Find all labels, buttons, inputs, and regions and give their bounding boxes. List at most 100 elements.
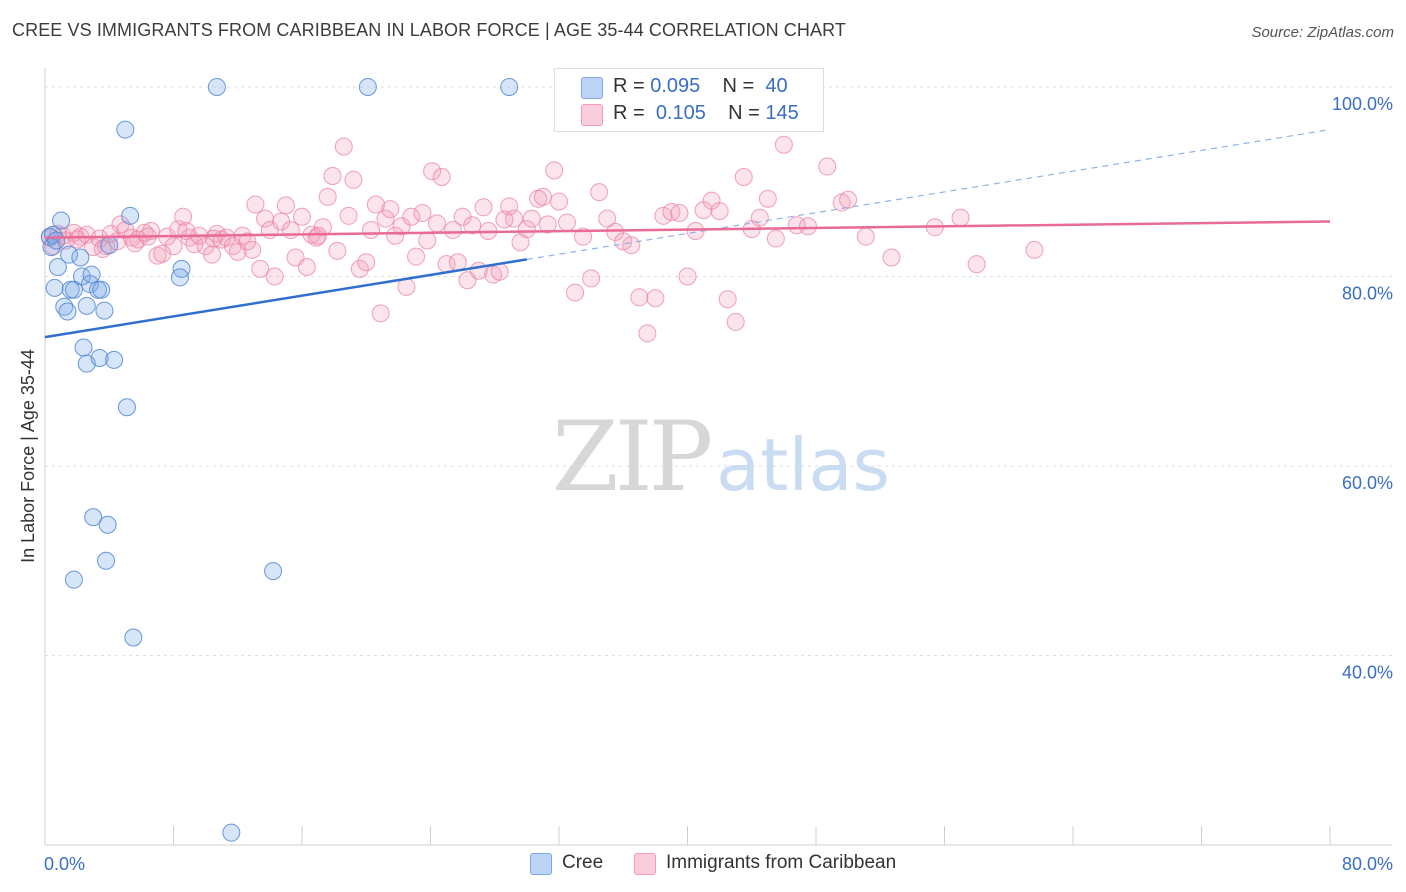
- watermark-zip: ZIP: [552, 401, 711, 513]
- chart-source: Source: ZipAtlas.com: [1251, 24, 1394, 41]
- point-caribbean: [297, 257, 316, 276]
- point-caribbean: [463, 216, 482, 235]
- x-tick-label-max: 80.0%: [1342, 854, 1393, 874]
- point-caribbean: [839, 190, 858, 209]
- point-cree: [90, 348, 109, 367]
- point-cree: [95, 301, 114, 320]
- point-cree: [105, 350, 124, 369]
- legend-swatch-cree: [581, 77, 603, 99]
- y-tick-label: 80.0%: [1342, 283, 1393, 303]
- point-caribbean: [951, 208, 970, 227]
- axis-labels: 100.0% 80.0% 60.0% 40.0% 0.0% 80.0% In Labor F…: [18, 94, 1393, 874]
- point-caribbean: [598, 209, 617, 228]
- point-caribbean: [550, 192, 568, 211]
- trendline-cree: [44, 258, 528, 339]
- legend-swatch-caribbean: [581, 104, 603, 126]
- point-caribbean: [590, 183, 609, 202]
- point-cree: [170, 268, 189, 287]
- y-tick-label: 60.0%: [1342, 473, 1393, 493]
- point-caribbean: [443, 221, 462, 240]
- point-caribbean: [174, 207, 193, 226]
- point-caribbean: [413, 203, 432, 222]
- legend-r-label: R =: [613, 75, 651, 97]
- point-caribbean: [371, 304, 390, 323]
- point-cree: [92, 280, 111, 299]
- point-caribbean: [423, 162, 442, 181]
- point-cree: [58, 302, 77, 321]
- legend-row-caribbean: R = 0.105 N = 145: [555, 102, 823, 128]
- point-caribbean: [533, 187, 552, 206]
- point-cree: [45, 278, 64, 297]
- point-caribbean: [328, 241, 347, 260]
- point-caribbean: [646, 289, 665, 308]
- point-caribbean: [678, 267, 697, 286]
- point-caribbean: [392, 217, 411, 236]
- point-caribbean: [574, 227, 593, 246]
- point-caribbean: [418, 231, 437, 250]
- legend-bottom-label-caribbean: Immigrants from Caribbean: [666, 852, 897, 873]
- point-cree: [207, 77, 226, 96]
- point-caribbean: [407, 247, 426, 266]
- point-caribbean: [448, 253, 467, 272]
- point-caribbean: [246, 195, 265, 214]
- point-caribbean: [882, 248, 901, 267]
- point-cree: [117, 398, 136, 417]
- point-caribbean: [818, 157, 837, 176]
- legend-r-label: R =: [613, 102, 651, 124]
- point-cree: [74, 338, 93, 357]
- point-caribbean: [710, 202, 729, 221]
- point-caribbean: [53, 226, 72, 245]
- point-caribbean: [366, 195, 385, 214]
- watermark: ZIP atlas: [552, 401, 890, 513]
- point-caribbean: [538, 215, 557, 234]
- point-cree: [124, 628, 143, 647]
- point-caribbean: [357, 253, 376, 272]
- point-cree: [44, 225, 63, 244]
- y-axis-title: In Labor Force | Age 35-44: [18, 349, 38, 563]
- point-caribbean: [630, 288, 649, 307]
- point-caribbean: [350, 259, 369, 278]
- point-cree: [64, 280, 83, 299]
- point-caribbean: [718, 290, 737, 309]
- point-caribbean: [251, 259, 270, 278]
- point-cree: [52, 211, 71, 230]
- legend-n-label: N =: [728, 102, 766, 124]
- point-caribbean: [265, 267, 284, 286]
- point-caribbean: [726, 312, 745, 331]
- point-caribbean: [204, 229, 223, 248]
- point-caribbean: [798, 217, 817, 236]
- legend-item-caribbean: Immigrants from Caribbean: [634, 852, 934, 876]
- point-cree: [100, 236, 119, 255]
- point-cree: [97, 551, 116, 570]
- point-cree: [500, 77, 519, 96]
- point-cree: [222, 823, 241, 842]
- legend-item-cree: Cree: [530, 852, 630, 876]
- legend-bottom-label-cree: Cree: [562, 852, 604, 873]
- point-cree: [116, 120, 135, 139]
- point-cree: [264, 562, 283, 581]
- point-caribbean: [238, 232, 257, 251]
- point-caribbean: [432, 167, 451, 186]
- point-caribbean: [774, 135, 793, 154]
- point-caribbean: [90, 229, 109, 248]
- point-caribbean: [309, 226, 328, 245]
- point-caribbean: [164, 237, 183, 256]
- chart-title: CREE VS IMMIGRANTS FROM CARIBBEAN IN LAB…: [12, 20, 846, 40]
- point-caribbean: [339, 206, 358, 225]
- point-caribbean: [243, 240, 262, 259]
- point-cree: [47, 231, 66, 250]
- legend-bottom-swatch-caribbean: [634, 853, 656, 875]
- legend-n-value-caribbean: 145: [765, 102, 799, 124]
- point-caribbean: [517, 220, 536, 239]
- point-caribbean: [566, 283, 585, 302]
- legend-row-cree: R = 0.095 N = 40: [555, 75, 823, 101]
- point-caribbean: [207, 224, 226, 243]
- point-caribbean: [362, 221, 381, 240]
- point-cree: [48, 257, 67, 276]
- point-cree: [84, 508, 103, 527]
- x-tick-label-min: 0.0%: [44, 854, 85, 874]
- point-caribbean: [402, 207, 421, 226]
- point-caribbean: [638, 324, 657, 343]
- point-caribbean: [766, 229, 785, 248]
- series-cree-points: [40, 77, 519, 842]
